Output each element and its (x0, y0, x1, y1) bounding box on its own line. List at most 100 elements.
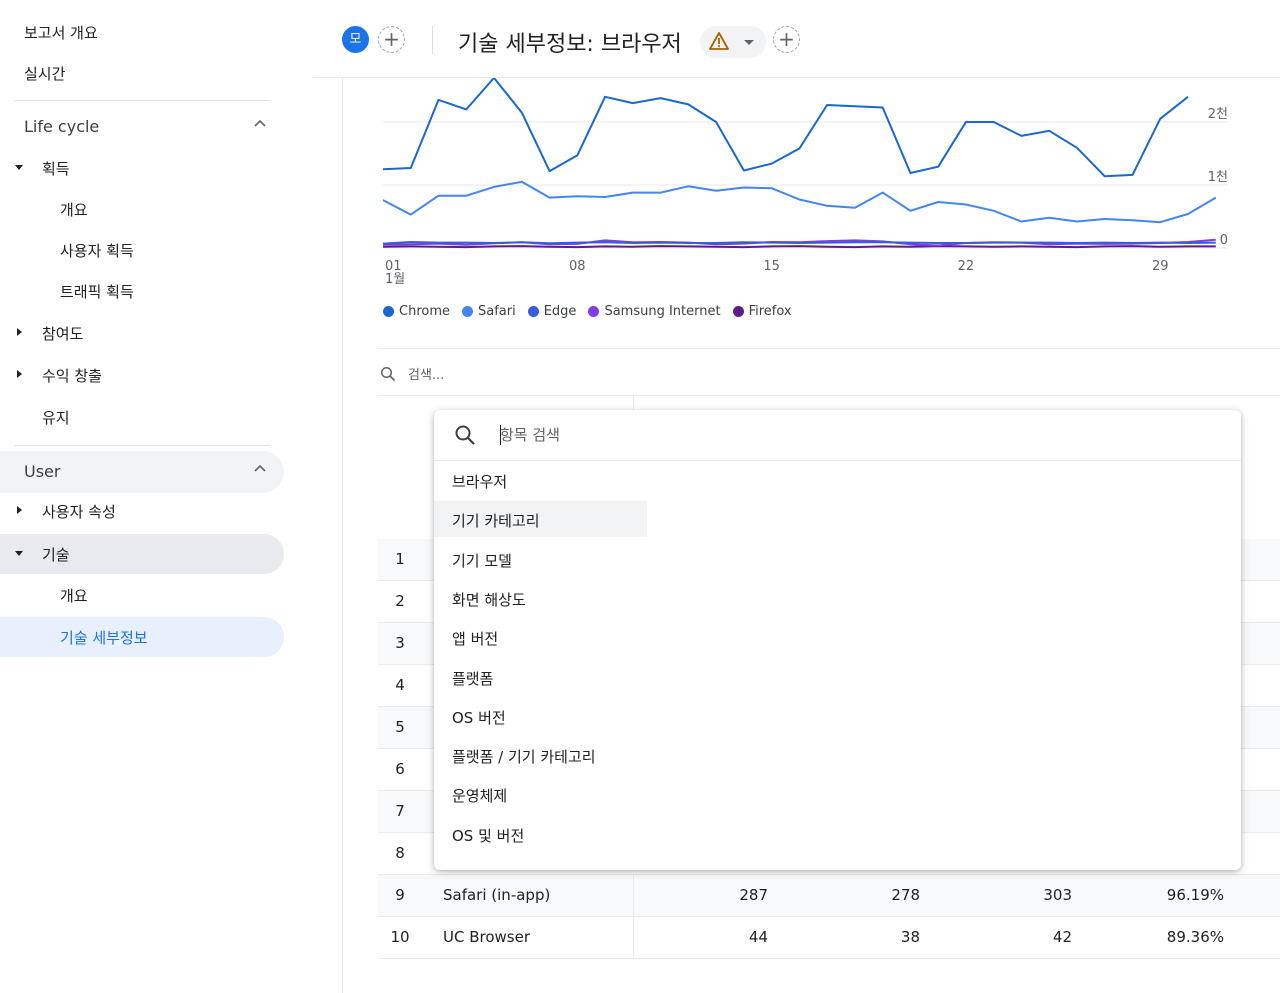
caret-down-icon (15, 551, 23, 556)
row-index: 7 (395, 802, 405, 820)
table-row[interactable]: 9 Safari (in-app) 287 278 303 96.19% (378, 875, 1280, 917)
legend-label: Safari (478, 303, 516, 319)
sidebar-item-label: 사용자 속성 (42, 503, 116, 521)
browser-name-cell[interactable]: UC Browser (443, 928, 531, 946)
legend-item[interactable]: Safari (462, 302, 516, 320)
dimension-option[interactable]: 운영체제 (434, 776, 647, 812)
browser-name-cell[interactable]: Safari (in-app) (443, 886, 551, 904)
nav-realtime[interactable]: 실시간 (24, 65, 66, 83)
legend-item[interactable]: Samsung Internet (588, 302, 721, 320)
sidebar-item-tech-details[interactable]: 기술 세부정보 (0, 617, 284, 657)
metric-cell: 42 (1052, 928, 1072, 946)
x-tick-label: 01 (385, 259, 402, 274)
legend-swatch (527, 305, 539, 317)
legend-item[interactable]: Chrome (383, 302, 450, 320)
chevron-up-icon (254, 119, 266, 127)
sidebar-item-acquisition[interactable]: 획득 (0, 148, 284, 188)
row-index: 10 (390, 928, 410, 946)
table-row[interactable]: 8 (378, 833, 1280, 875)
dimension-option[interactable]: 기기 카테고리 (434, 501, 647, 538)
sidebar-item-user-attributes[interactable]: 사용자 속성 (0, 491, 284, 531)
x-tick-label: 08 (569, 259, 586, 274)
section-user[interactable]: User (0, 451, 284, 493)
sidebar-divider (14, 445, 270, 446)
dimension-option[interactable]: 앱 버전 (434, 619, 647, 655)
legend-swatch (383, 305, 394, 317)
dimension-option-label: 화면 해상도 (452, 590, 526, 609)
sidebar-item-monetization[interactable]: 수익 창출 (0, 355, 284, 395)
legend-label: Samsung Internet (604, 303, 721, 319)
dimension-option[interactable]: 화면 해상도 (434, 580, 647, 616)
caret-right-icon (17, 370, 22, 378)
caret-down-icon (744, 40, 754, 45)
series-line-chrome[interactable] (382, 78, 1189, 178)
dimension-option[interactable]: OS 및 버전 (434, 816, 647, 852)
dimension-search-input[interactable] (500, 423, 900, 447)
dimension-option-label: 플랫폼 / 기기 카테고리 (452, 748, 596, 767)
y-tick-label: 0 (1220, 233, 1228, 248)
add-filter-button[interactable]: + (773, 26, 800, 53)
sidebar-item-label: 트래픽 획득 (60, 283, 134, 301)
dimension-option-label: OS 버전 (452, 708, 506, 727)
search-icon (455, 425, 475, 445)
sidebar-item-tech[interactable]: 기술 (0, 534, 284, 574)
dimension-option[interactable]: 플랫폼 (434, 659, 647, 695)
x-tick-label: 22 (958, 259, 975, 274)
legend-label: Chrome (399, 303, 450, 319)
y-tick-label: 2천 (1208, 107, 1228, 122)
chevron-up-icon (254, 464, 266, 472)
metric-cell: 278 (891, 886, 920, 904)
add-comparison-button[interactable]: + (378, 26, 405, 53)
comparison-avatar[interactable]: 모 (342, 26, 369, 53)
sidebar-item-user-acquisition[interactable]: 사용자 획득 (0, 230, 284, 270)
dimension-option[interactable]: 기기 모델 (434, 541, 647, 577)
column-divider (633, 875, 634, 917)
sidebar-item-label: 기술 세부정보 (60, 629, 148, 647)
dimension-option[interactable]: OS 버전 (434, 698, 647, 734)
legend-item[interactable]: Edge (527, 302, 576, 320)
search-icon (380, 366, 396, 382)
series-line-firefox[interactable] (382, 245, 1216, 249)
legend-swatch (588, 305, 600, 317)
row-index: 5 (395, 718, 405, 736)
series-line-safari[interactable] (382, 180, 1217, 224)
row-index: 6 (395, 760, 405, 778)
sidebar-item-traffic-acquisition[interactable]: 트래픽 획득 (0, 271, 284, 311)
sidebar-item-acq-overview[interactable]: 개요 (0, 189, 284, 229)
sidebar-item-label: 수익 창출 (42, 367, 102, 385)
caret-down-icon (15, 165, 23, 170)
sidebar: 보고서 개요 실시간 Life cycle 획득 개요 사용자 획득 트래픽 획… (0, 0, 343, 993)
dimension-option[interactable]: 브라우저 (434, 462, 647, 498)
sidebar-item-engagement[interactable]: 참여도 (0, 313, 284, 353)
row-index: 2 (395, 592, 405, 610)
sidebar-item-label: 사용자 획득 (60, 242, 134, 260)
column-divider (633, 917, 634, 959)
metric-cell: 44 (748, 928, 768, 946)
sidebar-item-label: 기술 (42, 546, 70, 564)
dimension-option-label: 브라우저 (452, 473, 508, 491)
warning-dropdown-button[interactable] (700, 26, 766, 58)
dimension-option[interactable]: 플랫폼 / 기기 카테고리 (434, 737, 647, 773)
series-line-edge[interactable] (382, 241, 1216, 245)
sidebar-item-label: 획득 (42, 160, 70, 178)
table-row[interactable]: 10 UC Browser 44 38 42 89.36% (378, 917, 1280, 959)
section-lifecycle[interactable]: Life cycle (0, 106, 284, 148)
page-title: 기술 세부정보: 브라우저 (458, 32, 682, 57)
table-search[interactable]: 검색... (378, 362, 678, 386)
sidebar-item-tech-overview[interactable]: 개요 (0, 575, 284, 615)
dimension-option-label: 앱 버전 (452, 630, 499, 649)
warning-icon (709, 32, 729, 50)
legend-swatch (462, 305, 473, 317)
dimension-option-label: OS 및 버전 (452, 826, 525, 845)
sidebar-item-label: 유지 (42, 409, 70, 427)
dimension-option-label: 기기 모델 (452, 551, 512, 570)
chart-legend: Chrome Safari Edge Samsung Internet Firefox (383, 302, 792, 320)
nav-report-overview[interactable]: 보고서 개요 (24, 24, 98, 42)
x-tick-label: 15 (763, 259, 780, 274)
section-divider (378, 348, 1280, 349)
legend-item[interactable]: Firefox (732, 302, 792, 320)
text-cursor (500, 425, 501, 445)
sidebar-item-retention[interactable]: 유지 (0, 397, 284, 437)
